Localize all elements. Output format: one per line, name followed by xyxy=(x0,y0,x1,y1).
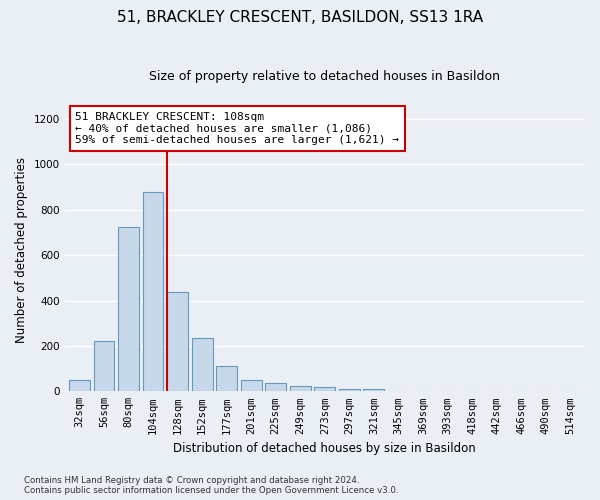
Bar xyxy=(94,342,115,392)
Bar xyxy=(143,192,163,392)
Text: Contains HM Land Registry data © Crown copyright and database right 2024.
Contai: Contains HM Land Registry data © Crown c… xyxy=(24,476,398,495)
Y-axis label: Number of detached properties: Number of detached properties xyxy=(15,156,28,342)
Bar xyxy=(265,384,286,392)
Bar xyxy=(167,292,188,392)
Bar xyxy=(364,389,385,392)
Bar xyxy=(314,387,335,392)
Title: Size of property relative to detached houses in Basildon: Size of property relative to detached ho… xyxy=(149,70,500,83)
Bar xyxy=(339,389,360,392)
Text: 51, BRACKLEY CRESCENT, BASILDON, SS13 1RA: 51, BRACKLEY CRESCENT, BASILDON, SS13 1R… xyxy=(117,10,483,25)
Text: 51 BRACKLEY CRESCENT: 108sqm
← 40% of detached houses are smaller (1,086)
59% of: 51 BRACKLEY CRESCENT: 108sqm ← 40% of de… xyxy=(75,112,399,145)
Bar xyxy=(118,227,139,392)
Bar xyxy=(69,380,90,392)
Bar xyxy=(216,366,237,392)
Bar xyxy=(191,338,212,392)
X-axis label: Distribution of detached houses by size in Basildon: Distribution of detached houses by size … xyxy=(173,442,476,455)
Bar xyxy=(290,386,311,392)
Bar xyxy=(241,380,262,392)
